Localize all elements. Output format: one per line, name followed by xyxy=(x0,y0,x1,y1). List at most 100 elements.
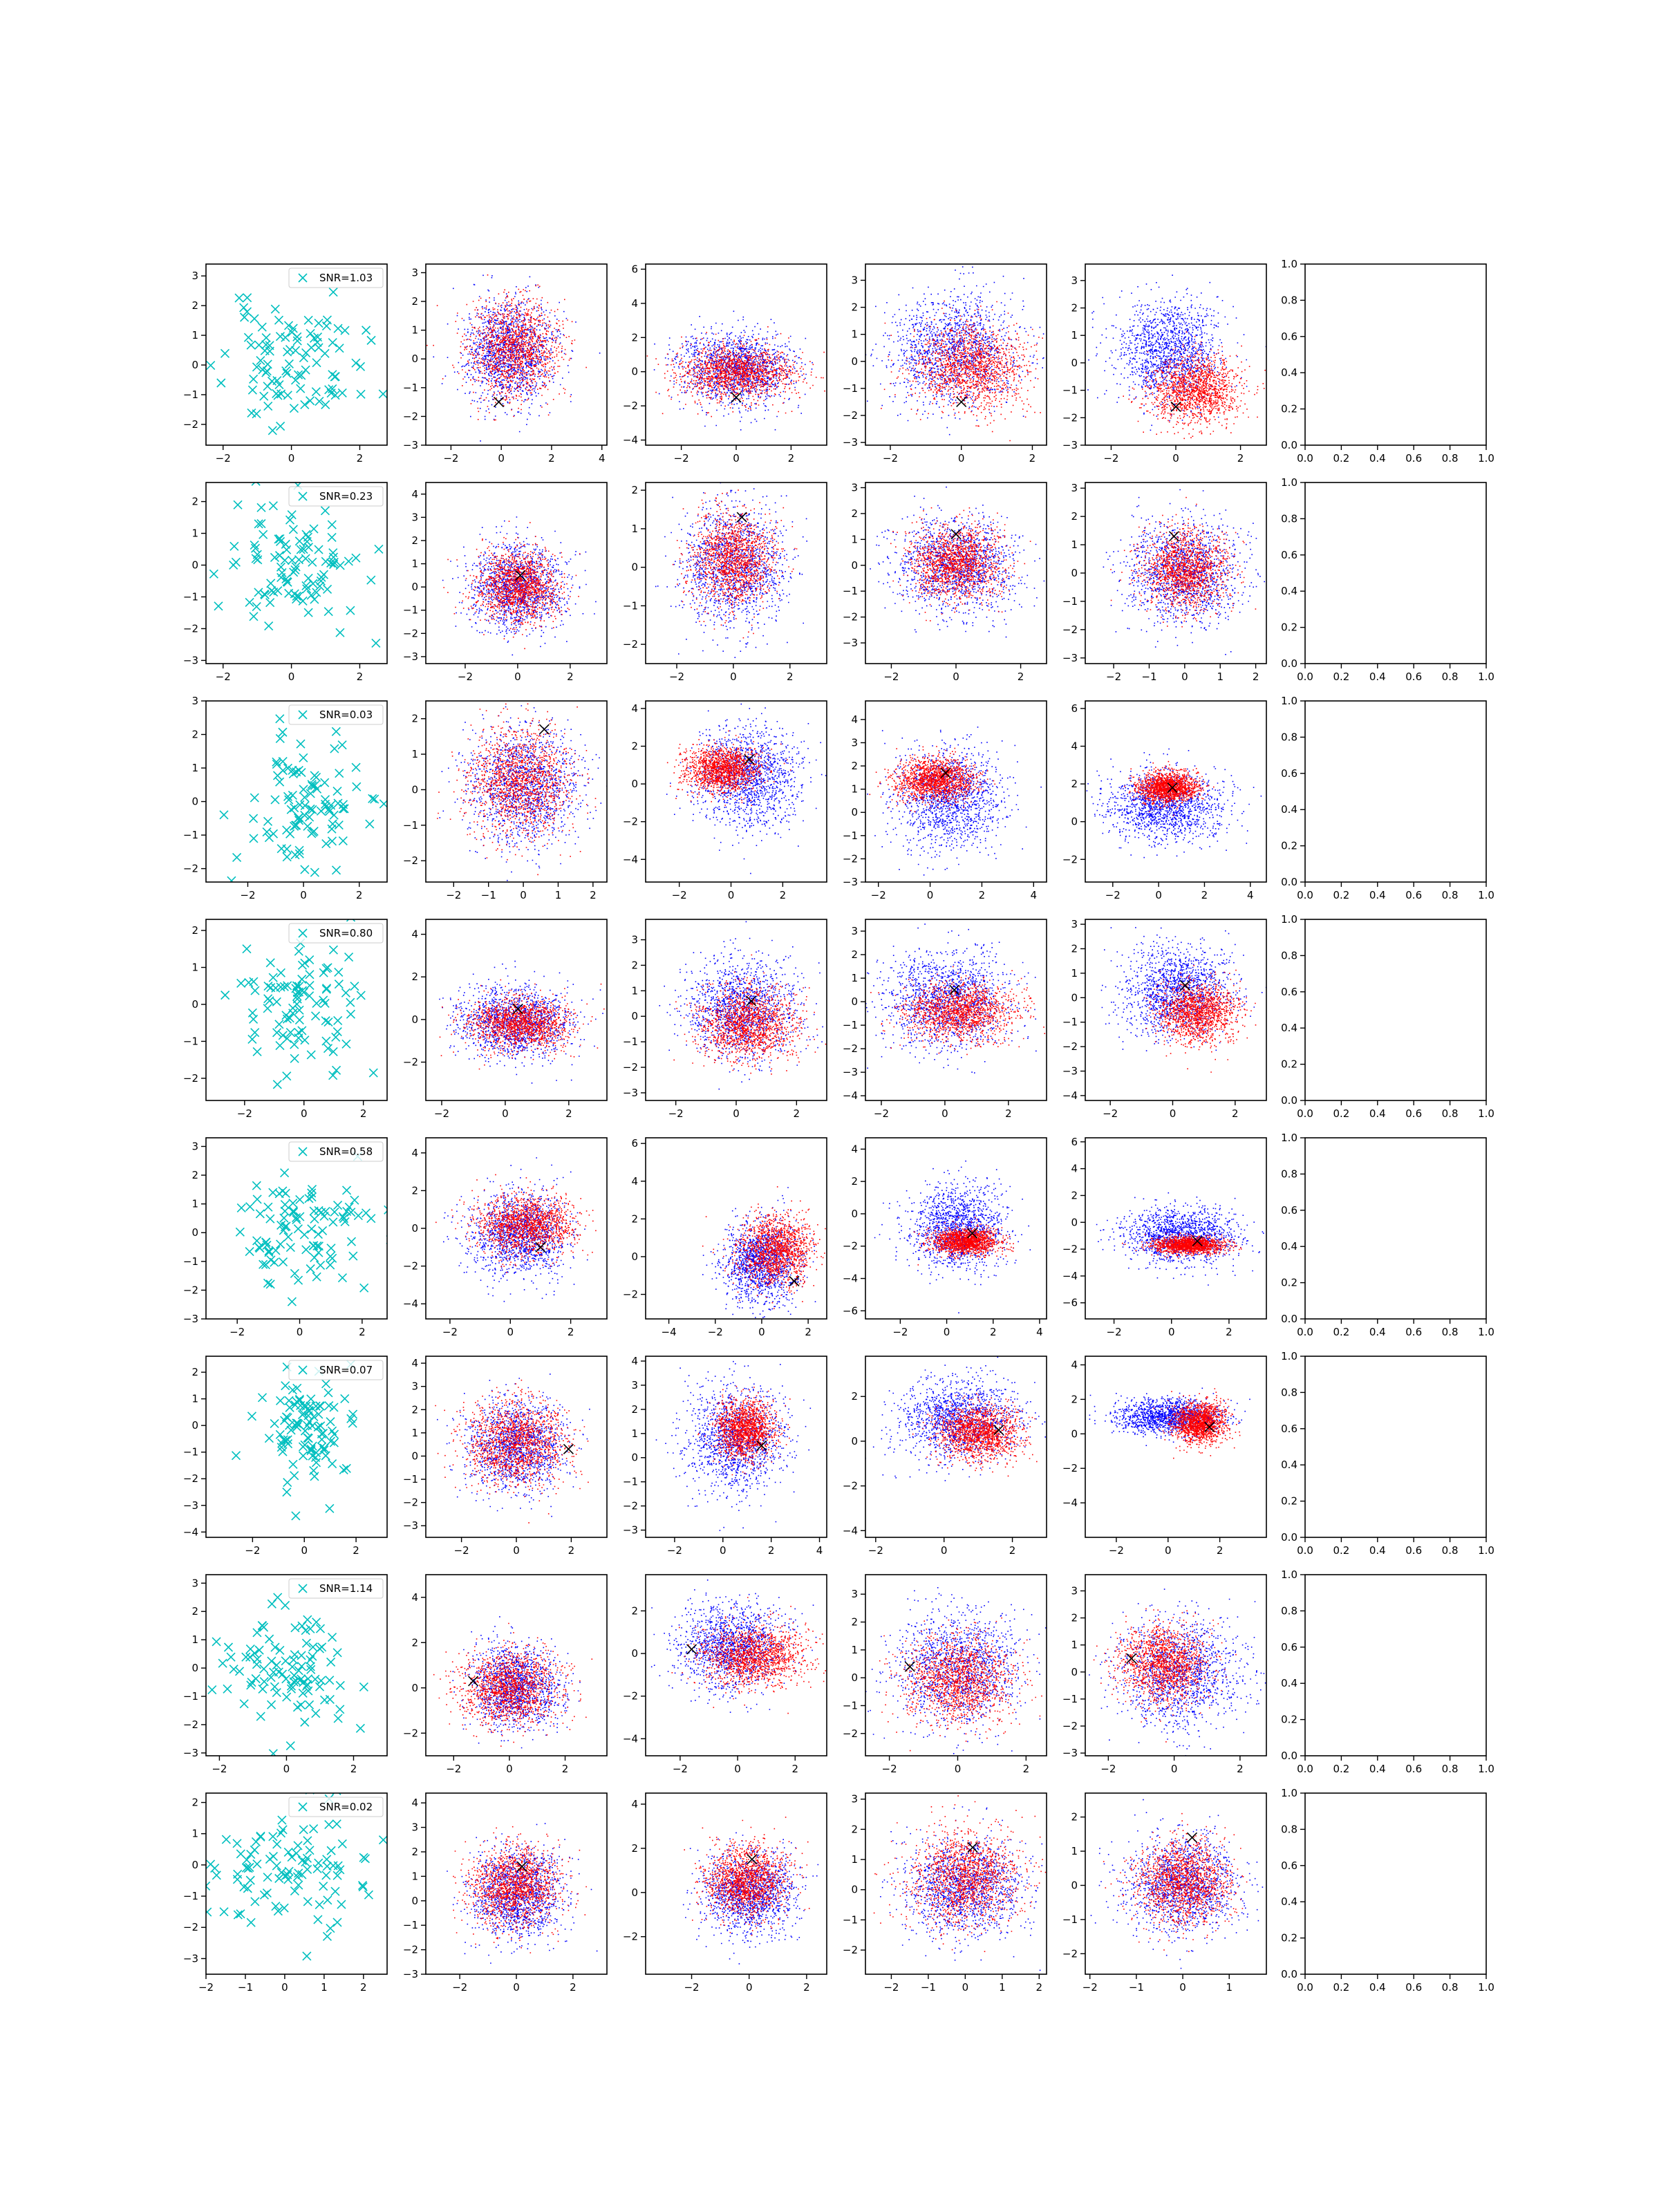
x-marker xyxy=(229,541,239,551)
center-marker xyxy=(516,1861,527,1872)
x-marker xyxy=(303,574,313,583)
y-tick-label: 2 xyxy=(411,713,418,725)
y-tick-label: −3 xyxy=(843,1066,858,1078)
y-tick-label: 0 xyxy=(631,1886,638,1899)
y-tick-label: 0.0 xyxy=(1281,657,1297,670)
x-marker xyxy=(346,606,355,615)
legend-x-icon xyxy=(298,1365,308,1375)
y-tick-label: −2 xyxy=(623,1690,638,1703)
x-marker xyxy=(290,1886,299,1896)
x-marker xyxy=(303,1864,312,1875)
x-marker xyxy=(290,1053,299,1063)
x-marker xyxy=(275,1430,285,1439)
legend-label: SNR=1.03 xyxy=(319,272,373,284)
legend-x-icon xyxy=(298,1147,308,1156)
x-marker xyxy=(263,1004,272,1013)
subplot-r6-c4: −2 0 2 −3 −2 −1 0 1 2 3 xyxy=(1062,1574,1267,1775)
x-marker xyxy=(249,814,259,823)
legend-x-icon xyxy=(298,1802,308,1812)
x-marker xyxy=(307,1224,317,1234)
x-marker xyxy=(335,1705,345,1714)
x-marker xyxy=(276,572,286,583)
y-tick-label: −2 xyxy=(403,1056,418,1069)
x-tick-label: 0 xyxy=(953,671,959,683)
x-tick-label: 2 xyxy=(590,889,597,901)
x-marker xyxy=(236,1203,246,1212)
x-marker xyxy=(292,1848,301,1858)
x-marker xyxy=(294,813,303,823)
x-marker xyxy=(301,1638,311,1648)
legend: SNR=1.03 xyxy=(288,268,384,288)
x-marker xyxy=(327,1632,337,1642)
x-marker xyxy=(275,1041,285,1051)
y-tick-label: 3 xyxy=(851,925,858,937)
x-marker xyxy=(266,579,276,588)
y-tick-label: −2 xyxy=(623,1500,638,1512)
x-marker xyxy=(322,1931,332,1941)
y-tick-label: 2 xyxy=(851,1175,858,1188)
subplot-r3-c0: −2 0 2 −2 −1 0 1 2 SNR=0.80 xyxy=(183,919,388,1120)
subplot-r0-c3: −2 0 2 −3 −2 −1 0 1 2 3 xyxy=(843,263,1047,465)
x-tick-label: 2 xyxy=(360,1107,367,1120)
red-points xyxy=(881,300,1043,442)
x-marker xyxy=(231,1451,241,1461)
x-marker xyxy=(283,1232,293,1241)
x-marker xyxy=(319,1882,328,1891)
center-marker xyxy=(967,1842,978,1853)
plot-area xyxy=(437,703,607,881)
x-tick-label: 0.6 xyxy=(1405,889,1422,901)
x-marker xyxy=(288,1459,298,1469)
y-tick-label: −6 xyxy=(843,1304,858,1317)
y-tick-label: −2 xyxy=(403,627,418,639)
y-tick-label: −4 xyxy=(1062,1089,1078,1102)
x-marker xyxy=(236,978,246,988)
y-tick-label: 0 xyxy=(411,1222,418,1235)
x-marker xyxy=(326,1657,336,1667)
subplot-r7-c3: −2 −1 0 1 2 −2 −1 0 1 2 3 xyxy=(843,1792,1047,1994)
x-tick-label: −2 xyxy=(1103,452,1118,465)
x-marker xyxy=(318,1226,328,1235)
x-marker xyxy=(252,362,262,372)
x-marker xyxy=(251,482,261,486)
x-marker xyxy=(262,827,272,837)
x-marker xyxy=(290,1650,299,1660)
y-tick-label: 0 xyxy=(411,1013,418,1026)
x-marker xyxy=(278,1447,288,1456)
x-marker xyxy=(219,1907,229,1917)
x-marker xyxy=(268,1188,278,1197)
y-tick-label: 0.8 xyxy=(1281,1386,1297,1398)
y-tick-label: 0.6 xyxy=(1281,1859,1297,1872)
y-tick-label: 0 xyxy=(851,1884,858,1896)
center-marker xyxy=(756,1440,767,1451)
red-points xyxy=(646,326,825,418)
x-marker xyxy=(320,799,330,809)
x-marker xyxy=(280,555,290,565)
x-marker xyxy=(234,1667,245,1676)
x-marker xyxy=(303,543,314,552)
x-marker xyxy=(265,1280,275,1289)
x-tick-label: 2 xyxy=(357,452,364,465)
y-tick-label: −1 xyxy=(623,1476,638,1488)
x-marker xyxy=(328,945,338,955)
x-marker xyxy=(282,1692,292,1702)
axes-frame xyxy=(1304,919,1487,1101)
y-tick-label: −4 xyxy=(183,1526,198,1538)
blue-points xyxy=(655,1360,812,1531)
axes-frame xyxy=(205,482,388,664)
x-marker xyxy=(317,1434,327,1445)
subplot-r0-c4: −2 0 2 −3 −2 −1 0 1 2 3 xyxy=(1062,263,1267,465)
x-marker xyxy=(292,336,302,346)
plot-area xyxy=(435,1374,590,1524)
y-tick-label: 2 xyxy=(1071,942,1078,955)
x-tick-label: 0 xyxy=(301,1107,308,1120)
x-marker xyxy=(276,562,286,572)
x-marker xyxy=(317,1442,327,1452)
x-marker xyxy=(333,1201,343,1210)
axes-frame xyxy=(425,263,608,446)
x-marker xyxy=(263,1202,273,1212)
plot-area xyxy=(650,1580,826,1714)
x-marker xyxy=(370,794,379,804)
x-tick-label: 0 xyxy=(1168,1326,1175,1338)
x-marker xyxy=(220,348,230,358)
x-tick-label: 0 xyxy=(1165,1544,1172,1557)
